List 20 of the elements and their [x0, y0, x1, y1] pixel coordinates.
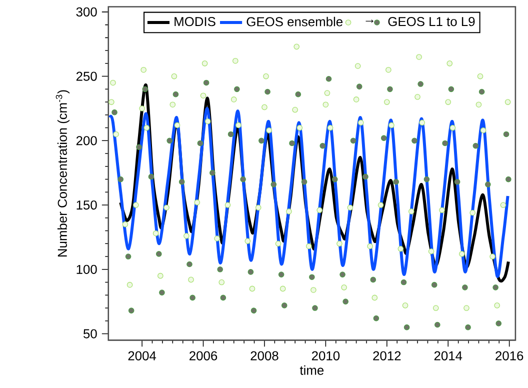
- legend-label: GEOS L1 to L9: [388, 17, 475, 26]
- y-tick-label: 300: [76, 8, 97, 17]
- x-tick-label: 2014: [434, 351, 462, 361]
- legend-label: MODIS: [174, 17, 216, 26]
- y-tick-label: 250: [76, 72, 97, 82]
- x-tick-label: 2008: [250, 351, 278, 361]
- y-tick-label: 150: [76, 200, 97, 210]
- annotation: →: [366, 20, 374, 23]
- y-tick-label: 200: [76, 136, 97, 146]
- x-tick-label: 2016: [496, 351, 524, 361]
- x-tick-label: 2006: [190, 351, 218, 361]
- legend-label: GEOS ensemble: [246, 16, 343, 26]
- y-tick-label: 100: [76, 264, 97, 274]
- y-tick-label: 50: [84, 329, 97, 338]
- x-tick-label: 2010: [312, 351, 340, 361]
- x-tick-label: 2012: [373, 351, 401, 361]
- line-series: [108, 107, 510, 278]
- x-axis-title: time: [300, 366, 324, 376]
- y-axis-title: Number Concentration (cm$^{-3}$): [56, 90, 70, 257]
- x-tick-label: 2004: [128, 351, 156, 361]
